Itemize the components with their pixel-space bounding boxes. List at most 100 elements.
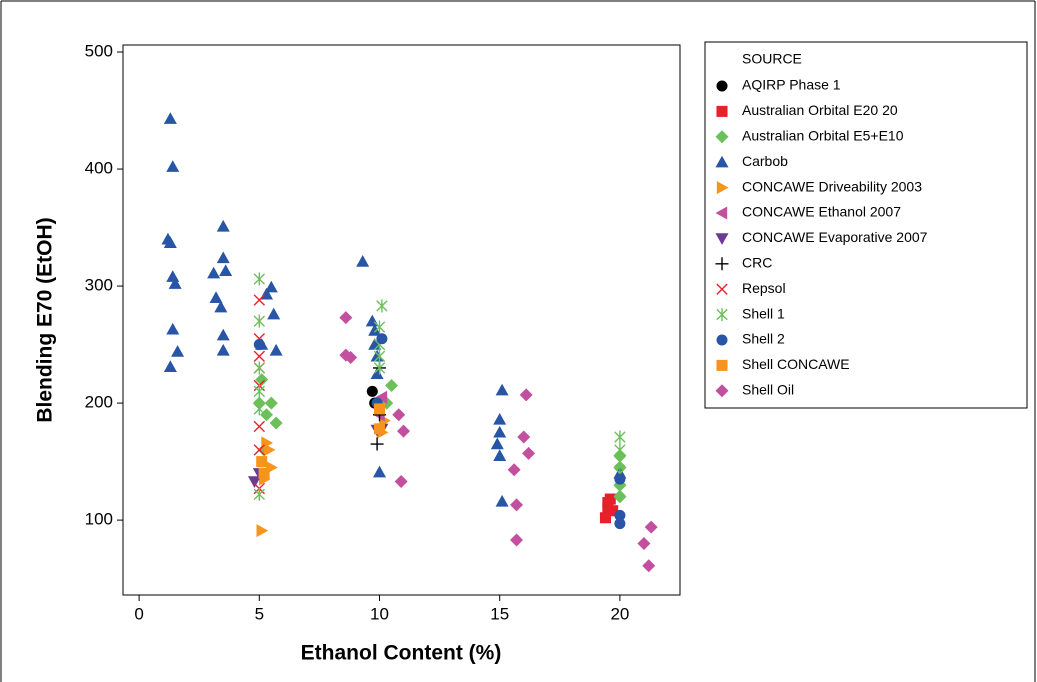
point — [207, 266, 221, 279]
x-tick-label: 10 — [370, 604, 389, 623]
point — [209, 291, 223, 303]
y-tick-label: 500 — [85, 42, 113, 61]
point — [163, 360, 177, 373]
point — [493, 449, 507, 461]
point — [614, 443, 626, 457]
point — [507, 463, 521, 477]
legend-label: Shell 2 — [742, 331, 785, 347]
point — [264, 280, 278, 293]
point — [392, 408, 406, 422]
point — [216, 343, 230, 356]
legend-label: Shell 1 — [742, 305, 785, 321]
point — [373, 403, 386, 415]
legend-marker — [715, 130, 729, 144]
y-tick-label: 100 — [85, 510, 113, 529]
point — [376, 333, 388, 345]
point — [258, 467, 270, 479]
point — [253, 294, 265, 306]
point — [493, 425, 507, 438]
point — [344, 350, 358, 364]
point — [495, 383, 509, 396]
legend-marker — [715, 155, 729, 168]
point — [247, 476, 261, 488]
point — [163, 236, 177, 248]
point — [253, 444, 265, 456]
point — [267, 307, 281, 320]
x-tick-label: 15 — [490, 604, 509, 623]
y-tick-label: 200 — [85, 393, 113, 412]
legend-label: CONCAWE Ethanol 2007 — [742, 204, 901, 220]
legend-marker — [716, 105, 728, 117]
x-tick-label: 20 — [610, 604, 629, 623]
point — [519, 388, 533, 402]
point — [253, 272, 265, 286]
legend-marker — [716, 80, 728, 92]
y-tick-label: 400 — [85, 159, 113, 178]
point — [614, 430, 626, 444]
legend-title: SOURCE — [742, 51, 802, 67]
legend-marker — [716, 359, 728, 371]
point — [373, 320, 386, 334]
legend-marker — [716, 308, 728, 322]
legend-marker — [715, 206, 728, 220]
point — [604, 493, 616, 505]
legend-label: Shell CONCAWE — [742, 356, 850, 372]
legend-marker — [715, 233, 729, 245]
point — [216, 328, 230, 341]
point — [493, 412, 507, 425]
point — [171, 345, 185, 357]
point — [256, 456, 268, 468]
legend-marker — [716, 181, 729, 195]
point — [253, 314, 265, 328]
point — [356, 254, 370, 267]
point — [373, 465, 387, 478]
point — [370, 349, 384, 362]
point — [253, 350, 265, 362]
y-axis-label: Blending E70 (EtOH) — [34, 217, 57, 422]
point — [366, 385, 378, 397]
point — [397, 424, 411, 438]
point — [166, 160, 180, 172]
point — [373, 423, 386, 435]
point — [517, 430, 531, 444]
point — [370, 367, 384, 380]
legend-label: Repsol — [742, 280, 786, 296]
legend-marker — [716, 283, 728, 295]
point — [253, 420, 265, 433]
point — [642, 559, 656, 573]
point — [614, 455, 626, 469]
point — [214, 300, 228, 313]
point — [339, 311, 353, 325]
legend-marker — [716, 334, 728, 346]
point — [510, 498, 524, 512]
point — [490, 437, 504, 450]
point — [253, 384, 265, 398]
point — [216, 251, 230, 264]
legend-label: Carbob — [742, 153, 788, 169]
point — [166, 322, 180, 335]
legend-label: Shell Oil — [742, 382, 794, 398]
legend-label: CRC — [742, 255, 772, 271]
point — [599, 512, 612, 524]
point — [260, 408, 274, 422]
legend-label: Australian Orbital E5+E10 — [742, 128, 904, 144]
point — [385, 379, 399, 393]
point — [216, 219, 230, 232]
point — [376, 299, 388, 313]
point — [495, 494, 509, 507]
legend-marker — [715, 257, 729, 271]
point — [394, 474, 408, 488]
point — [373, 349, 386, 363]
y-tick-label: 300 — [85, 276, 113, 295]
point — [644, 520, 658, 534]
point — [269, 416, 283, 430]
point — [373, 361, 386, 375]
legend-label: Australian Orbital E20 20 — [742, 102, 898, 118]
point — [368, 324, 382, 336]
point — [522, 446, 536, 460]
legend-marker — [715, 384, 729, 398]
point — [253, 361, 265, 375]
point — [253, 487, 265, 501]
point — [614, 484, 626, 498]
